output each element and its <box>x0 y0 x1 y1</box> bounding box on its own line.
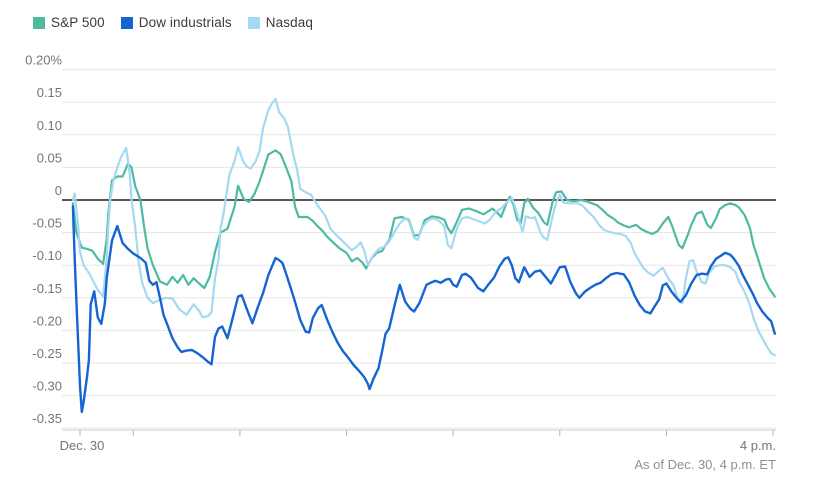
y-axis-label: -0.30 <box>32 379 62 394</box>
legend-swatch-icon <box>33 16 45 29</box>
y-axis-label: -0.25 <box>32 346 62 361</box>
axes-layer: 0.20% 0.15 0.10 0.05 0 -0.05 -0.10 -0.15 -0.20 -0… <box>25 53 776 453</box>
y-axis-label: -0.20 <box>32 313 62 328</box>
legend-item-nasdaq: Nasdaq <box>247 15 313 30</box>
y-axis-label: -0.05 <box>32 216 62 231</box>
y-axis-label: 0.15 <box>37 85 62 100</box>
legend-item-dow-industrials: Dow industrials <box>120 15 232 30</box>
x-axis-label: Dec. 30 <box>60 438 105 453</box>
legend-item-s-p-500: S&P 500 <box>33 15 105 30</box>
y-axis-label: 0.05 <box>37 150 62 165</box>
series-layer <box>71 97 776 414</box>
x-axis-label: 4 p.m. <box>740 438 776 453</box>
y-axis-label: -0.15 <box>32 281 62 296</box>
y-axis-label: 0 <box>55 183 62 198</box>
y-axis-label: -0.35 <box>32 411 62 426</box>
legend-label: S&P 500 <box>51 15 105 30</box>
y-axis-label: 0.20% <box>25 53 62 68</box>
nasdaq-line <box>71 97 776 357</box>
gridlines-layer <box>62 69 776 429</box>
chart-legend: S&P 500 Dow industrials Nasdaq <box>33 15 313 30</box>
y-axis-label: -0.10 <box>32 248 62 263</box>
as-of-note: As of Dec. 30, 4 p.m. ET <box>634 457 776 472</box>
y-axis-label: 0.10 <box>37 118 62 133</box>
s-p-500-line <box>71 149 776 298</box>
legend-swatch-icon <box>120 16 133 29</box>
dow-industrials-line <box>71 205 776 414</box>
legend-label: Nasdaq <box>265 15 313 30</box>
legend-swatch-icon <box>247 16 260 29</box>
legend-label: Dow industrials <box>138 15 232 30</box>
